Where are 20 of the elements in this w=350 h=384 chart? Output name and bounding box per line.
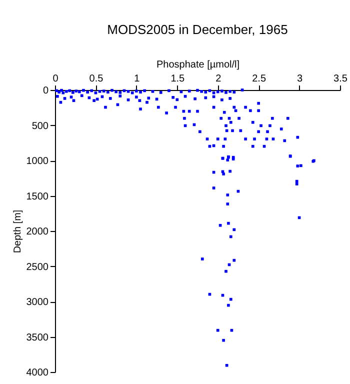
x-tick-label: 3 — [297, 74, 304, 84]
y-tick-label: 2000 — [26, 226, 49, 238]
x-tick-label: 2.5 — [252, 74, 266, 84]
y-tick-label: 1500 — [26, 191, 49, 202]
y-tick-label: 4000 — [26, 368, 49, 378]
x-tick-label: 3.5 — [334, 74, 348, 84]
y-axis-title: Depth [m] — [12, 210, 24, 254]
y-tick-label: 2500 — [26, 262, 49, 273]
x-tick-label: 1.5 — [170, 74, 186, 84]
y-tick-label: 1000 — [26, 156, 49, 167]
x-tick-label: 0 — [52, 74, 59, 84]
y-tick-label: 0 — [42, 86, 49, 96]
chart-title: MODS2005 in December, 1965 — [107, 22, 288, 37]
x-tick-label: 2 — [216, 74, 222, 84]
x-tick-label: 0.5 — [89, 74, 104, 84]
x-axis-title: Phosphate [µmol/l] — [156, 60, 240, 70]
y-tick-label: 3500 — [26, 332, 49, 344]
y-tick-label: 3000 — [26, 297, 49, 308]
x-tick-label: 1 — [134, 74, 140, 84]
y-tick-label: 500 — [32, 120, 49, 132]
